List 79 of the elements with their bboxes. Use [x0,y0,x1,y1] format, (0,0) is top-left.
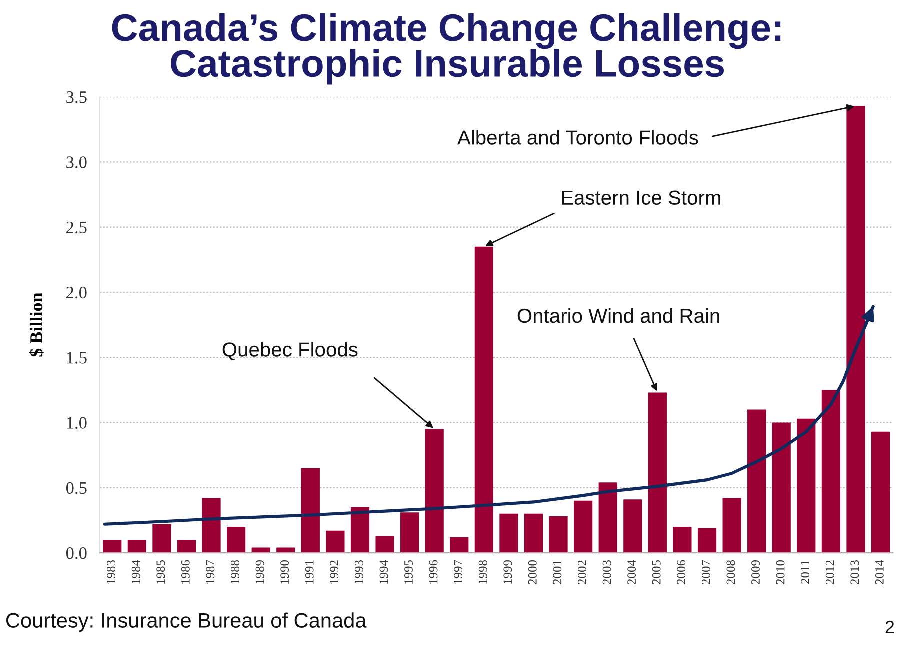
bar [227,526,246,554]
y-tick-label: 2.0 [66,286,87,299]
x-tick-label: 1991 [305,560,314,584]
bar [846,106,866,554]
x-tick-label: 2000 [528,560,537,584]
x-tick-label: 2002 [578,560,586,584]
x-tick-label: 1984 [132,560,140,584]
bar [598,482,618,554]
bar [152,524,172,554]
x-tick-label: 1986 [181,560,190,584]
bar [177,540,196,554]
x-tick-label: 1990 [280,560,290,584]
line-series [103,305,875,526]
x-tick-label: 2003 [602,560,612,584]
x-tick-label: 2006 [677,560,686,584]
x-tick-label: 1987 [206,560,215,584]
y-tick-label: 3.5 [66,92,87,104]
bar [673,526,692,554]
bar [624,500,642,554]
x-tick-label: 1988 [231,560,240,584]
bar [425,429,444,554]
bar [301,468,320,554]
bar [400,512,420,554]
bar [474,246,494,554]
bar [450,537,469,554]
x-tick-label: 1993 [354,560,364,584]
x-tick-label: 1998 [478,560,488,584]
annotation: Ontario Wind and Rain [518,308,720,324]
x-tick-label: 1996 [429,560,438,584]
bar [722,498,742,554]
annotation: Alberta and Toronto Floods [458,130,698,145]
x-tick-label: 1985 [156,560,166,584]
bar [871,432,890,554]
bar [376,536,394,554]
x-tick-label: 2007 [702,560,710,584]
x-tick-label: 1992 [330,560,339,584]
bar [748,410,766,554]
x-tick-label: 2004 [628,560,636,584]
x-tick-label: 2001 [553,560,562,584]
bar [648,392,667,554]
bar [202,498,221,554]
text: Courtesy: Insurance Bureau of Canada [6,612,367,632]
x-tick-label: 1995 [404,560,413,584]
x-tick-label: 2013 [850,560,860,584]
bar [549,516,568,554]
bar [772,422,791,554]
annotation: Quebec Floods [222,342,358,360]
y-tick-label: 0.5 [66,482,87,494]
bar [822,390,840,554]
x-tick-label: 1999 [504,560,512,584]
bar [797,418,816,554]
text: 2 [886,620,894,634]
y-tick-label: 3.0 [66,156,87,168]
y-tick-label: 2.5 [66,222,87,234]
y-tick-label: 1.5 [67,352,87,364]
x-tick-label: 2011 [801,560,810,584]
bar [524,514,544,554]
y-tick-label: 0.0 [66,548,87,560]
x-tick-label: 2012 [826,560,834,584]
bar [698,528,717,554]
x-tick-label: 2008 [726,560,736,584]
x-tick-label: 1983 [107,560,116,584]
annotation: Eastern Ice Storm [562,190,720,206]
x-tick-label: 1994 [380,560,388,584]
bar [350,507,370,554]
x-tick-label: 2014 [875,560,884,584]
chart-title: Canada’s Climate Change Challenge: Catastrophic Insurable Losses [112,13,781,85]
y-axis-title: $ Billion [29,292,44,357]
x-tick-label: 2005 [652,560,661,584]
bar [574,500,593,554]
x-tick-label: 2010 [776,560,785,584]
bar [326,530,345,554]
y-tick-label: 1.0 [67,417,87,430]
x-tick-label: 2009 [752,560,760,584]
bar [103,540,122,554]
bar [500,514,518,554]
x-tick-label: 1989 [256,560,264,584]
x-tick-label: 1997 [454,560,463,584]
bar [128,540,146,554]
